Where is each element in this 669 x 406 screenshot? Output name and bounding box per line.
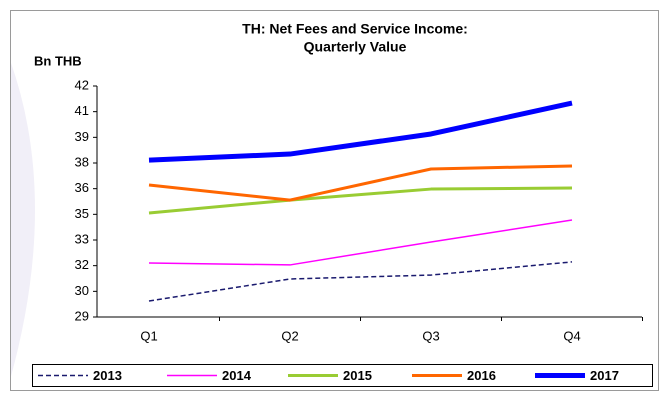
y-tick-label: 38 [75,154,89,169]
y-tick-label: 39 [75,129,89,144]
y-tick-label: 30 [75,283,89,298]
chart-title: TH: Net Fees and Service Income: [242,21,468,37]
legend-box [32,364,653,387]
legend-label: 2016 [467,368,496,383]
y-axis-label: Bn THB [34,53,82,68]
series-line [148,261,573,302]
chart-title: Quarterly Value [304,39,407,55]
chart-frame [10,10,659,391]
y-tick-label: 32 [75,257,89,272]
y-tick-label: 29 [75,308,89,323]
x-tick-label: Q2 [281,328,298,343]
x-tick-label: Q1 [140,328,157,343]
series-line [148,100,573,163]
series-line [148,164,573,202]
legend-label: 2017 [590,368,619,383]
y-tick-label: 33 [75,231,89,246]
series-line [148,186,573,215]
y-tick-label: 41 [75,103,89,118]
legend-label: 2013 [93,368,122,383]
y-tick-label: 35 [75,206,89,221]
legend-label: 2014 [222,368,252,383]
y-tick-label: 36 [75,180,89,195]
y-tick-label: 42 [75,77,89,92]
legend-label: 2015 [343,368,372,383]
x-tick-label: Q3 [422,328,439,343]
background-shape [10,60,35,380]
x-tick-label: Q4 [563,328,580,343]
series-line [148,219,573,266]
